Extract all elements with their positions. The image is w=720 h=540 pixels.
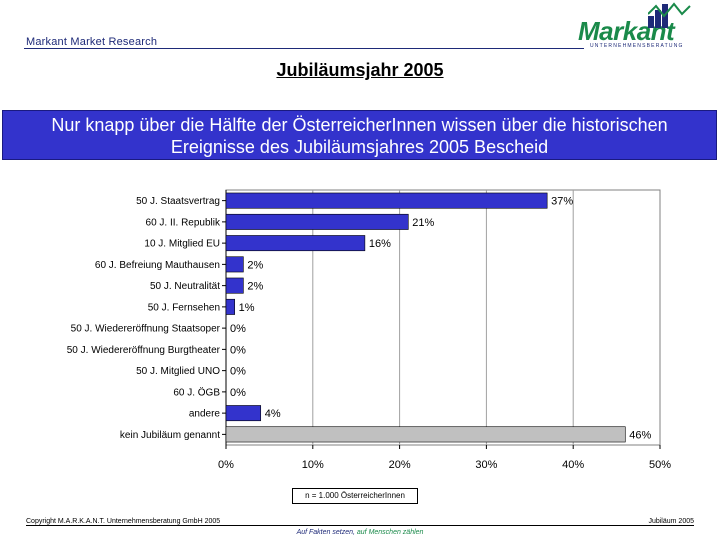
bar <box>225 405 262 422</box>
footer-page-label: Jubiläum 2005 <box>648 518 694 525</box>
footer-tagline: Auf Fakten setzen, auf Menschen zählen <box>0 529 720 536</box>
x-tick-label: 40% <box>562 459 584 471</box>
x-tick-label: 30% <box>475 459 497 471</box>
bar-chart: 0% 10% 20% 30% 40% 50% 50 J. Staatsvertrag 37% 6… <box>67 189 671 471</box>
plot-area <box>225 189 661 446</box>
category-label: 50 J. Fernsehen <box>148 302 220 313</box>
category-label: 50 J. Wiedereröffnung Burgtheater <box>67 345 221 356</box>
category-label: 50 J. Wiedereröffnung Staatsoper <box>71 324 221 335</box>
footer-rule <box>26 525 694 526</box>
bar <box>225 235 366 252</box>
bar <box>225 277 244 294</box>
x-tick-label: 0% <box>218 459 234 471</box>
data-label: 16% <box>369 238 391 250</box>
data-label: 0% <box>230 366 246 378</box>
data-label: 1% <box>239 302 255 314</box>
category-label: 60 J. II. Republik <box>146 217 221 228</box>
bar <box>225 298 235 315</box>
category-label: 50 J. Mitglied UNO <box>136 366 220 377</box>
brand-left: Markant Market Research <box>26 36 158 48</box>
data-label: 46% <box>629 429 651 441</box>
headline-banner: Nur knapp über die Hälfte der Österreich… <box>2 110 717 160</box>
category-label: andere <box>189 409 221 420</box>
category-label: 10 J. Mitglied EU <box>144 239 220 250</box>
banner-line-1: Nur knapp über die Hälfte der Österreich… <box>51 115 668 135</box>
data-label: 2% <box>247 259 263 271</box>
data-label: 37% <box>551 196 573 208</box>
category-label: 60 J. Befreiung Mauthausen <box>95 260 220 271</box>
bar <box>225 192 548 209</box>
x-tick-label: 50% <box>649 459 671 471</box>
bar <box>225 256 244 273</box>
data-label: 0% <box>230 323 246 335</box>
category-label: 50 J. Neutralität <box>150 281 220 292</box>
header-rule <box>24 48 584 49</box>
bar <box>225 213 409 230</box>
category-label: 50 J. Staatsvertrag <box>136 196 220 207</box>
data-label: 0% <box>230 344 246 356</box>
tagline-part-a: Auf Fakten setzen, <box>296 529 355 536</box>
data-label: 0% <box>230 387 246 399</box>
x-tick-label: 20% <box>389 459 411 471</box>
x-tick-label: 10% <box>302 459 324 471</box>
page-title: Jubiläumsjahr 2005 <box>276 60 444 80</box>
sample-size-note: n = 1.000 ÖsterreicherInnen <box>292 488 418 504</box>
logo-subtitle: UNTERNEHMENSBERATUNG <box>590 43 684 49</box>
data-label: 2% <box>247 281 263 293</box>
markant-logo: Markant UNTERNEHMENSBERATUNG <box>576 2 716 50</box>
category-label: 60 J. ÖGB <box>173 386 220 398</box>
category-label: kein Jubiläum genannt <box>120 430 220 441</box>
footer-copyright: Copyright M.A.R.K.A.N.T. Unternehmensber… <box>26 518 221 525</box>
tagline-part-b: auf Menschen zählen <box>356 529 424 536</box>
bar <box>225 426 626 443</box>
banner-line-2: Ereignisse des Jubiläumsjahres 2005 Besc… <box>170 137 549 157</box>
data-label: 4% <box>265 408 281 420</box>
data-label: 21% <box>412 217 434 229</box>
logo-chart-icon <box>648 2 691 28</box>
